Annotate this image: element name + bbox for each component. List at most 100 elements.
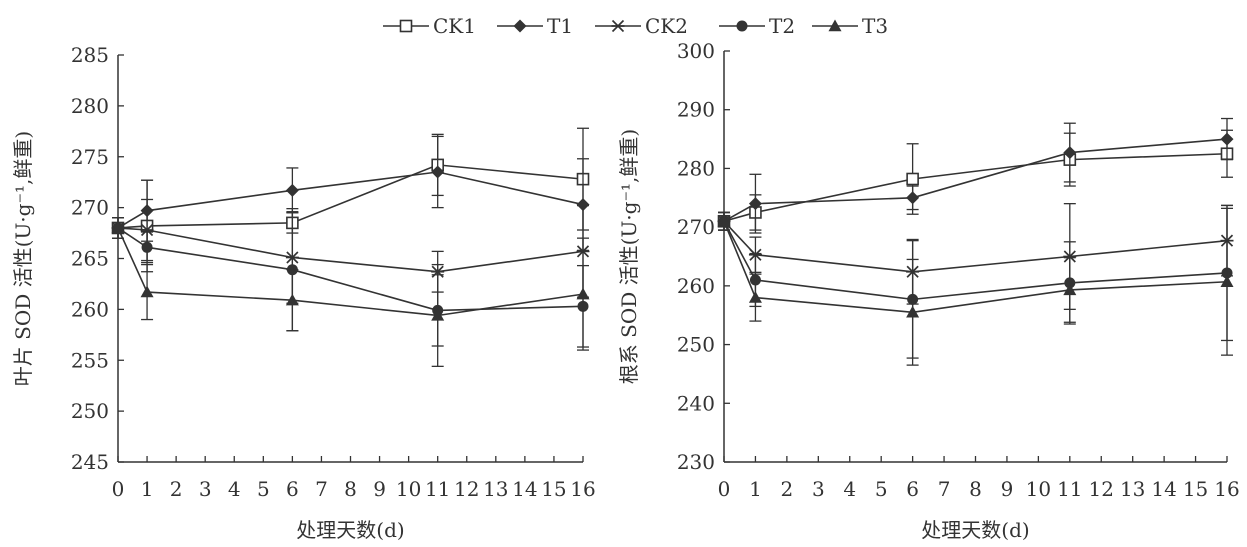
x-tick-label: 8: [344, 477, 357, 501]
legend-marker-t3: [828, 19, 842, 32]
series-t2: [718, 204, 1233, 359]
data-point: [906, 305, 920, 318]
legend-item-ck1: CK1: [383, 14, 476, 38]
data-point: [906, 191, 920, 205]
y-tick-label: 270: [677, 215, 715, 239]
data-point: [1063, 146, 1077, 160]
legend-marker-ck2: [611, 19, 625, 33]
data-point: [431, 165, 445, 179]
y-axis-label: 叶片 SOD 活性(U·g⁻¹,鲜重): [11, 131, 35, 386]
legend: CK1 T1 CK2 T2 T3: [383, 14, 888, 38]
legend-label: CK1: [433, 14, 476, 38]
y-tick-label: 265: [71, 247, 109, 271]
y-tick-label: 260: [677, 274, 715, 298]
y-tick-label: 280: [677, 156, 715, 180]
legend-item-t3: T3: [812, 14, 888, 38]
x-tick-label: 2: [781, 477, 794, 501]
y-tick-label: 300: [677, 39, 715, 63]
x-tick-label: 7: [315, 477, 328, 501]
y-tick-label: 275: [71, 145, 109, 169]
series-t3: [111, 217, 590, 368]
series-t2: [112, 207, 589, 348]
series-line: [117, 227, 584, 317]
series-line: [723, 220, 1228, 301]
x-tick-label: 3: [199, 477, 212, 501]
x-axis-label: 处理天数(d): [296, 518, 404, 542]
series-line: [723, 220, 1228, 273]
data-point: [748, 197, 762, 211]
y-tick-label: 250: [71, 399, 109, 423]
x-tick-label: 13: [483, 477, 508, 501]
x-tick-label: 9: [373, 477, 386, 501]
x-tick-label: 10: [396, 477, 421, 501]
x-tick-label: 5: [257, 477, 270, 501]
legend-label: T1: [547, 14, 573, 38]
legend-item-t1: T1: [497, 14, 573, 38]
data-point: [748, 291, 762, 303]
y-tick-label: 240: [677, 391, 715, 415]
series-t1: [111, 135, 590, 252]
data-point: [906, 172, 919, 186]
data-point: [717, 214, 731, 227]
x-tick-label: 6: [286, 477, 299, 501]
legend-marker-ck1: [399, 19, 413, 33]
x-tick-label: 9: [1001, 477, 1014, 501]
data-point: [111, 221, 125, 234]
x-tick-label: 11: [1057, 477, 1082, 501]
x-tick-label: 0: [718, 477, 731, 501]
x-tick-label: 16: [1214, 477, 1239, 501]
data-point: [141, 241, 153, 253]
y-tick-label: 280: [71, 94, 109, 118]
series-line: [117, 227, 584, 273]
y-axis-label: 根系 SOD 活性(U·g⁻¹,鲜重): [617, 129, 641, 384]
x-tick-label: 10: [1026, 477, 1051, 501]
legend-marker-t1: [513, 19, 527, 33]
data-point: [576, 287, 590, 300]
series-t1: [717, 117, 1234, 234]
x-tick-label: 15: [1183, 477, 1208, 501]
legend-label: CK2: [645, 14, 688, 38]
y-tick-label: 245: [71, 450, 109, 474]
x-tick-label: 1: [141, 477, 154, 501]
y-tick-label: 270: [71, 196, 109, 220]
legend-marker-t2: [736, 20, 748, 32]
legend-label: T3: [862, 14, 888, 38]
data-point: [285, 183, 299, 197]
y-tick-label: 230: [677, 450, 715, 474]
x-tick-label: 12: [1089, 477, 1114, 501]
x-tick-label: 7: [938, 477, 951, 501]
series-ck1: [111, 127, 590, 273]
x-tick-label: 4: [843, 477, 856, 501]
y-tick-label: 250: [677, 333, 715, 357]
series-line: [117, 227, 584, 312]
data-point: [1063, 283, 1077, 296]
x-tick-label: 14: [1151, 477, 1176, 501]
series-line: [723, 138, 1228, 222]
series-t3: [717, 207, 1234, 366]
x-tick-label: 15: [541, 477, 566, 501]
x-tick-label: 14: [512, 477, 537, 501]
legend-item-t2: T2: [719, 14, 795, 38]
x-tick-label: 8: [969, 477, 982, 501]
data-point: [1220, 275, 1234, 287]
x-tick-label: 3: [812, 477, 825, 501]
data-point: [1220, 132, 1234, 146]
series-ck2: [111, 198, 590, 304]
y-tick-label: 255: [71, 348, 109, 372]
x-axis-label: 处理天数(d): [921, 518, 1029, 542]
x-tick-label: 2: [170, 477, 183, 501]
x-tick-label: 12: [454, 477, 479, 501]
series-line: [117, 164, 584, 229]
y-tick-label: 285: [71, 43, 109, 67]
data-point: [431, 308, 445, 321]
data-point: [576, 198, 590, 212]
legend-item-ck2: CK2: [595, 14, 688, 38]
data-point: [140, 285, 154, 298]
x-tick-label: 1: [749, 477, 762, 501]
x-tick-label: 13: [1120, 477, 1145, 501]
y-tick-label: 260: [71, 297, 109, 321]
y-tick-label: 290: [677, 98, 715, 122]
data-point: [140, 223, 154, 237]
